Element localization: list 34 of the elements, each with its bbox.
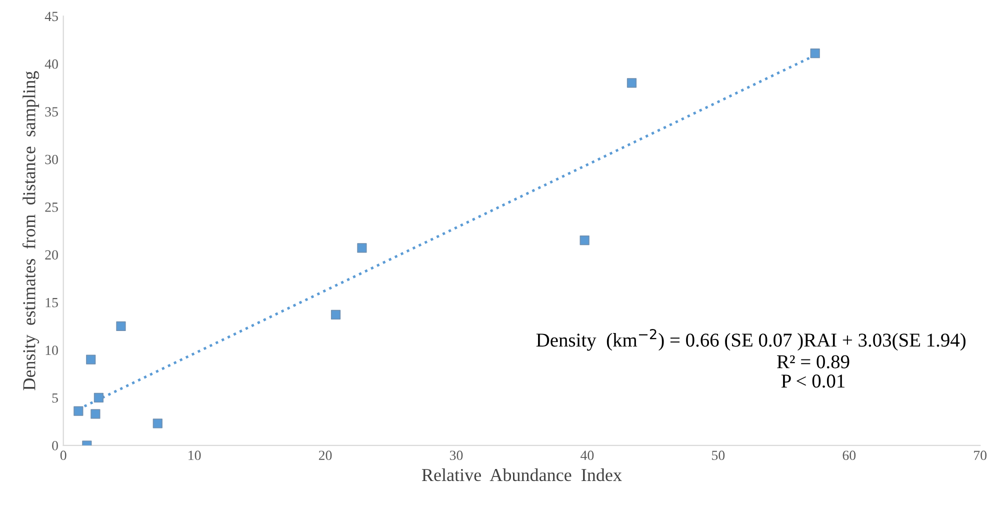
point (152, 418, 162, 428)
y-tick-label: 40 (44, 59, 58, 69)
y-axis-title: Density estimates from distance sampling (22, 71, 40, 390)
y-tick-label: 25 (45, 202, 58, 212)
y-tick-label: 30 (45, 154, 58, 164)
x-tick-label: 30 (450, 450, 463, 460)
point (357, 243, 367, 253)
point (330, 310, 341, 320)
annotation: R² = 0.89 (777, 355, 850, 368)
y-tick-label: 45 (44, 12, 58, 22)
x-tick-label: 0 (60, 450, 66, 460)
y-tick-label: 35 (45, 107, 58, 117)
point (810, 48, 820, 58)
x-tick-label: 60 (842, 450, 856, 460)
x-tick-label: 70 (974, 450, 987, 460)
point (94, 392, 104, 403)
x-tick-label: 40 (580, 450, 594, 460)
y-tick-label: 10 (46, 346, 58, 355)
x-tick-label: 20 (318, 450, 332, 460)
x-axis-title: Relative Abundance Index (422, 468, 622, 482)
x-tick-label: 10 (188, 450, 201, 460)
point (626, 78, 637, 88)
y-tick-label: 5 (52, 393, 58, 403)
x-tick-label: 50 (712, 450, 725, 460)
annotation: P < 0.01 (781, 374, 844, 388)
point (74, 406, 84, 416)
point (90, 409, 100, 419)
y-tick-label: 20 (45, 250, 58, 260)
point (580, 236, 590, 246)
y-tick-label: 0 (52, 440, 58, 450)
y-tick-label: 15 (46, 298, 58, 308)
annotation: Density (km$^{−2}$) = 0.66 (SE 0.07 )RAI + 3.03(SE 1.94) (536, 328, 966, 351)
point (116, 321, 126, 331)
point (86, 354, 96, 364)
